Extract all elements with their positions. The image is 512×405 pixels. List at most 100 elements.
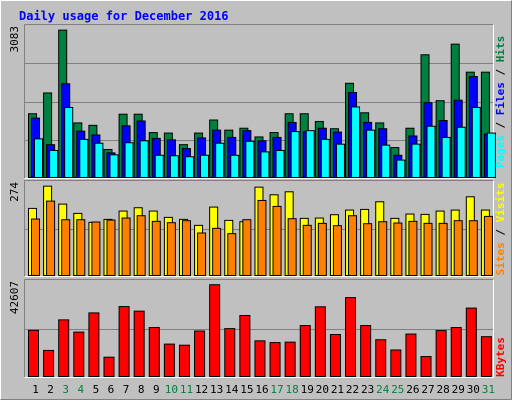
pages-bar xyxy=(305,130,315,178)
series-separator: / xyxy=(494,222,507,242)
x-tick-label: 30 xyxy=(467,383,480,396)
x-tick-label: 16 xyxy=(255,383,268,396)
kbytes-bar xyxy=(133,310,145,378)
pages-bar xyxy=(245,140,255,178)
sites-bar xyxy=(438,222,448,276)
x-tick-label: 25 xyxy=(391,383,404,396)
x-tick-label: 13 xyxy=(210,383,223,396)
x-tick-label: 2 xyxy=(47,383,54,396)
sites-bar xyxy=(106,219,116,276)
pages-bar xyxy=(64,106,74,178)
x-tick-label: 9 xyxy=(153,383,160,396)
sites-bar xyxy=(136,215,146,276)
x-tick-label: 27 xyxy=(421,383,434,396)
pages-bar xyxy=(260,151,270,178)
pages-bar xyxy=(441,136,451,178)
sites-bar xyxy=(151,220,161,276)
x-tick-label: 4 xyxy=(77,383,84,396)
sites-bar xyxy=(181,220,191,276)
sites-bar xyxy=(272,205,282,276)
x-tick-label: 29 xyxy=(452,383,465,396)
x-tick-label: 23 xyxy=(361,383,374,396)
sites-bar xyxy=(348,215,358,276)
kbytes-bar xyxy=(314,306,326,378)
sites-bar xyxy=(31,218,40,276)
x-tick-label: 7 xyxy=(123,383,130,396)
x-tick-label: 1 xyxy=(32,383,39,396)
pages-bar xyxy=(366,129,376,179)
kbytes-bar xyxy=(284,341,296,378)
pages-bar xyxy=(426,125,436,178)
sites-bar xyxy=(91,221,101,277)
chart-title: Daily usage for December 2016 xyxy=(19,9,229,23)
pages-bar xyxy=(215,142,225,179)
sites-bar xyxy=(317,222,327,276)
panel-3: 42607 KBytes xyxy=(8,279,507,378)
pages-bar xyxy=(169,155,179,178)
panel-2: 274 Sites / Visits xyxy=(8,180,507,277)
kbytes-bar xyxy=(375,339,387,377)
kbytes-bar xyxy=(58,319,70,378)
pages-bar xyxy=(34,138,43,178)
y-axis-max-label: 42607 xyxy=(8,281,21,314)
x-tick-label: 18 xyxy=(286,383,299,396)
sites-bar xyxy=(212,227,222,276)
x-tick-label: 6 xyxy=(108,383,115,396)
pages-bar xyxy=(124,142,134,178)
kbytes-bar xyxy=(390,349,402,377)
kbytes-bar xyxy=(163,343,175,377)
kbytes-bar xyxy=(299,325,311,377)
kbytes-bar xyxy=(465,307,477,377)
kbytes-bar xyxy=(405,333,417,377)
kbytes-bar xyxy=(73,331,85,377)
x-tick-label: 3 xyxy=(62,383,69,396)
pages-bar xyxy=(79,138,89,178)
panel-1: 3083 Pages / Files / Hits xyxy=(8,24,507,179)
kbytes-bar xyxy=(435,330,447,378)
x-tick-label: 19 xyxy=(301,383,314,396)
x-tick-label: 20 xyxy=(316,383,329,396)
pages-bar xyxy=(411,143,421,178)
series-legend: Pages / Files / Hits xyxy=(494,36,507,169)
series-legend: KBytes xyxy=(494,337,507,377)
sites-bar xyxy=(121,217,131,276)
sites-bar xyxy=(242,219,252,276)
series-separator: / xyxy=(494,115,507,135)
pages-bar xyxy=(200,154,210,179)
x-tick-label: 26 xyxy=(406,383,419,396)
x-tick-label: 12 xyxy=(195,383,208,396)
pages-bar xyxy=(320,138,330,178)
x-tick-label: 31 xyxy=(482,383,495,396)
kbytes-bar xyxy=(194,330,206,377)
sites-bar xyxy=(393,222,403,276)
series-name: Pages xyxy=(494,135,507,168)
kbytes-bar xyxy=(28,329,39,377)
kbytes-bar xyxy=(148,327,160,378)
sites-bar xyxy=(332,225,342,276)
kbytes-bar xyxy=(420,356,432,377)
sites-bar xyxy=(453,220,463,276)
y-axis-max-label: 3083 xyxy=(8,26,21,53)
pages-bar xyxy=(275,149,285,178)
x-tick-label: 8 xyxy=(138,383,145,396)
sites-bar xyxy=(408,220,418,276)
x-tick-label: 15 xyxy=(240,383,253,396)
pages-bar xyxy=(471,106,481,178)
pages-bar xyxy=(381,144,391,179)
kbytes-bar xyxy=(360,325,372,377)
pages-bar xyxy=(139,140,149,178)
sites-bar xyxy=(76,219,86,276)
kbytes-bar xyxy=(103,356,115,378)
pages-bar xyxy=(351,106,361,178)
pages-bar xyxy=(184,156,194,179)
kbytes-bar xyxy=(254,340,266,377)
series-name: Visits xyxy=(494,183,507,223)
sites-bar xyxy=(287,218,297,277)
x-tick-label: 14 xyxy=(225,383,239,396)
sites-bar xyxy=(302,224,312,277)
sites-bar xyxy=(197,232,207,277)
kbytes-bar xyxy=(239,315,251,378)
sites-bar xyxy=(227,233,237,277)
